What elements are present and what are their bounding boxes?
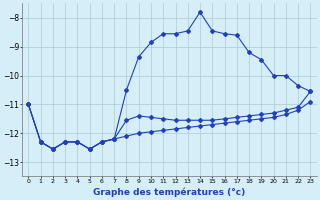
- X-axis label: Graphe des températures (°c): Graphe des températures (°c): [93, 187, 245, 197]
